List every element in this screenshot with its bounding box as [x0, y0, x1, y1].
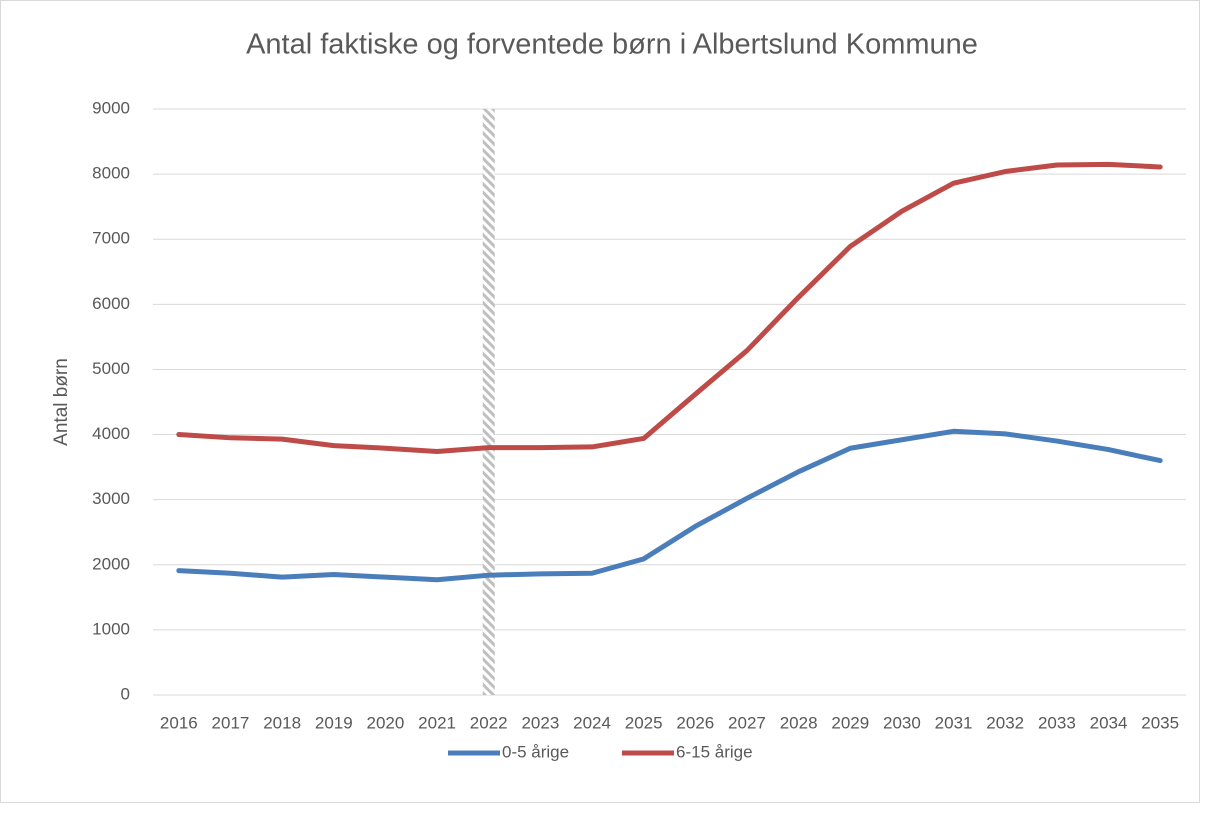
x-tick-label: 2024 — [573, 713, 611, 732]
legend-label: 0-5 årige — [502, 742, 569, 761]
x-tick-label: 2016 — [160, 713, 198, 732]
x-tick-label: 2020 — [367, 713, 405, 732]
y-tick-label: 2000 — [92, 554, 130, 573]
x-tick-label: 2032 — [986, 713, 1024, 732]
x-tick-label: 2018 — [263, 713, 301, 732]
x-tick-label: 2019 — [315, 713, 353, 732]
x-tick-label: 2030 — [883, 713, 921, 732]
legend-label: 6-15 årige — [676, 742, 753, 761]
x-tick-label: 2017 — [212, 713, 250, 732]
x-tick-label: 2026 — [676, 713, 714, 732]
x-tick-label: 2023 — [521, 713, 559, 732]
x-tick-label: 2025 — [625, 713, 663, 732]
y-tick-label: 4000 — [92, 424, 130, 443]
forecast-divider — [482, 109, 495, 695]
y-tick-label: 7000 — [92, 229, 130, 248]
line-series — [176, 428, 1163, 583]
x-tick-label: 2028 — [780, 713, 818, 732]
x-tick-label: 2031 — [935, 713, 973, 732]
y-tick-label: 5000 — [92, 359, 130, 378]
y-tick-label: 6000 — [92, 294, 130, 313]
chart-title: Antal faktiske og forventede børn i Albe… — [246, 29, 978, 61]
y-axis-label: Antal børn — [51, 358, 72, 446]
line-series — [176, 161, 1163, 454]
y-tick-label: 9000 — [92, 98, 130, 117]
x-tick-label: 2021 — [418, 713, 456, 732]
y-tick-label: 3000 — [92, 489, 130, 508]
y-tick-label: 8000 — [92, 164, 130, 183]
x-tick-label: 2029 — [831, 713, 869, 732]
y-tick-label: 1000 — [92, 619, 130, 638]
x-tick-label: 2033 — [1038, 713, 1076, 732]
x-tick-label: 2027 — [728, 713, 766, 732]
x-tick-label: 2034 — [1090, 713, 1128, 732]
y-tick-label: 0 — [121, 684, 130, 703]
x-tick-label: 2022 — [470, 713, 508, 732]
x-tick-label: 2035 — [1141, 713, 1179, 732]
